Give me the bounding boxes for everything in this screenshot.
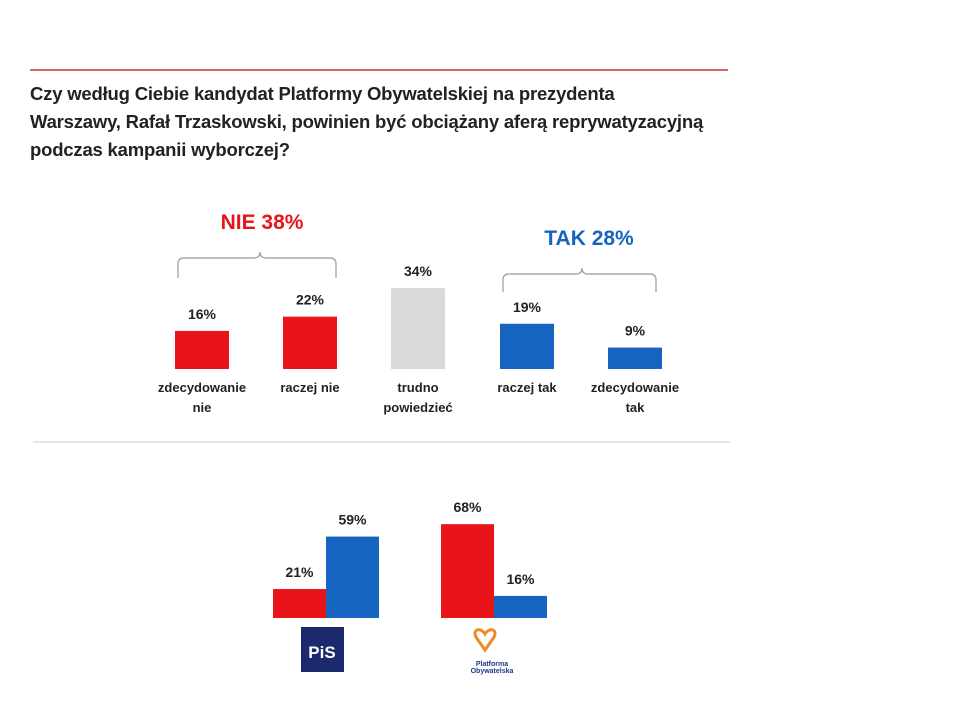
bracket (177, 251, 337, 278)
annotation: NIE 38% (220, 211, 304, 234)
bar (494, 595, 547, 618)
bar (441, 524, 494, 618)
bar (608, 347, 662, 369)
value-label: 68% (453, 499, 482, 515)
value-label: 34% (404, 263, 433, 279)
title-line: podczas kampanii wyborczej? (30, 139, 290, 160)
bar (500, 323, 554, 369)
bar (326, 536, 379, 618)
value-label: 21% (285, 564, 314, 580)
value-label: 16% (188, 306, 217, 322)
bar (175, 330, 229, 369)
title-line: Czy według Ciebie kandydat Platformy Oby… (30, 83, 615, 104)
category-label: zdecydowanie nie (157, 380, 247, 415)
title-line: Warszawy, Rafał Trzaskowski, powinien by… (30, 111, 704, 132)
value-label: 19% (513, 299, 542, 315)
value-label: 16% (506, 571, 535, 587)
bracket (502, 267, 657, 292)
question: Czy według Ciebie kandydat Platformy Oby… (30, 80, 703, 164)
pis-logo-text: PiS (308, 643, 335, 662)
category-label: raczej tak (497, 380, 557, 395)
category-label: trudno powiedzieć (383, 380, 453, 415)
bar (283, 316, 337, 369)
category-label: zdecydowanie tak (590, 380, 680, 415)
po-logo-text: Platforma Obywatelska (470, 661, 514, 675)
category-label: raczej nie (280, 380, 340, 395)
bar (391, 288, 445, 369)
value-label: 22% (296, 292, 325, 308)
value-label: 59% (338, 512, 367, 528)
annotation: TAK 28% (544, 227, 634, 250)
value-label: 9% (625, 323, 646, 339)
pis-logo (301, 627, 344, 672)
bar (273, 589, 326, 618)
po-logo (473, 628, 497, 653)
